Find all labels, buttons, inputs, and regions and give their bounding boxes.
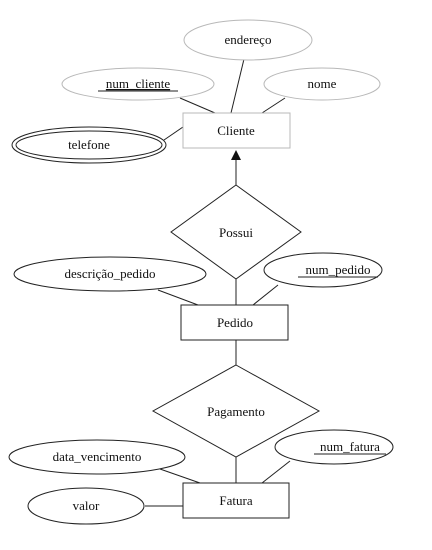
line-nome-cliente [261,97,286,114]
relationship-possui: Possui [170,184,302,280]
line-descricao-pedido [157,289,199,306]
relationship-possui-label: Possui [219,225,253,240]
attribute-telefone-label: telefone [68,137,110,152]
entity-pedido-label: Pedido [217,315,253,330]
attribute-endereco: endereço [183,19,313,61]
line-telefone-cliente [163,126,184,141]
attribute-num-cliente: num_cliente [61,67,215,101]
attribute-telefone-multivalued: telefone [11,126,167,164]
connector-lines [145,58,291,507]
attribute-num-fatura: num_fatura [274,429,394,465]
attribute-valor: valor [27,487,145,525]
attribute-num-cliente-label: num_cliente [106,76,170,91]
attribute-valor-label: valor [73,498,100,513]
attribute-endereco-label: endereço [225,32,272,47]
attribute-num-fatura-label: num_fatura [320,439,380,454]
entity-pedido: Pedido [180,304,289,341]
entity-fatura-label: Fatura [219,493,252,508]
line-endereco-cliente [230,58,245,114]
attribute-descricao-pedido-label: descrição_pedido [65,266,156,281]
attribute-descricao-pedido: descrição_pedido [13,256,207,292]
attribute-num-pedido-label: num_pedido [306,262,371,277]
line-num-fatura-fatura [261,460,291,484]
attribute-nome: nome [263,67,381,101]
relationship-pagamento: Pagamento [151,364,321,458]
attribute-data-vencimento-label: data_vencimento [53,449,142,464]
line-num-cliente-cliente [179,97,216,114]
line-data-vencimento-fatura [159,468,201,484]
attribute-num-pedido: num_pedido [263,252,383,288]
relationship-pagamento-label: Pagamento [207,404,265,419]
attribute-data-vencimento: data_vencimento [8,439,186,475]
attribute-nome-label: nome [308,76,337,91]
entity-cliente: Cliente [182,112,291,149]
entity-fatura: Fatura [182,482,290,519]
entity-cliente-label: Cliente [217,123,255,138]
line-num-pedido-pedido [252,284,279,306]
